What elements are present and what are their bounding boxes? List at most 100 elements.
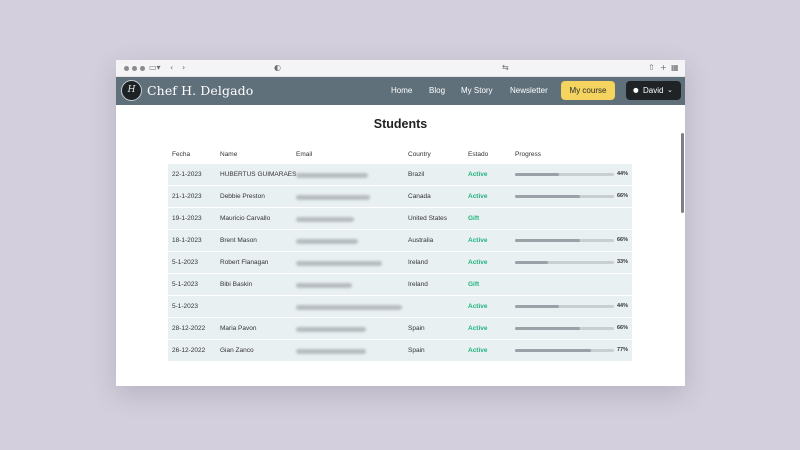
cell-email-redacted xyxy=(296,305,402,310)
cell-fecha: 18-1-2023 xyxy=(172,237,202,244)
chef-logo[interactable]: H xyxy=(121,80,142,101)
progress-bar xyxy=(515,261,614,264)
cell-country: Australia xyxy=(408,237,434,244)
header-country[interactable]: Country xyxy=(408,151,431,158)
cell-country: Ireland xyxy=(408,281,428,288)
cell-estado: Active xyxy=(468,171,488,178)
browser-toolbar: ▭▾ ‹ › ◐ ⇆ ⇧ + ▦ xyxy=(116,60,685,77)
cell-fecha: 5-1-2023 xyxy=(172,281,199,288)
chevron-down-icon: ⌄ xyxy=(667,86,673,94)
tab-overview-icon[interactable]: ▦ xyxy=(671,63,679,72)
header-email[interactable]: Email xyxy=(296,151,313,158)
brand-name[interactable]: Chef H. Delgado xyxy=(147,83,254,98)
cell-name: Robert Flanagan xyxy=(220,259,269,266)
cell-name: Brent Mason xyxy=(220,237,257,244)
progress-label: 44% xyxy=(617,171,629,177)
new-tab-icon[interactable]: + xyxy=(660,63,667,72)
privacy-icon[interactable]: ◐ xyxy=(274,63,281,72)
nav-blog[interactable]: Blog xyxy=(429,86,446,95)
window-controls[interactable] xyxy=(124,66,145,71)
progress-label: 44% xyxy=(617,303,629,309)
translate-icon[interactable]: ⇆ xyxy=(502,63,509,72)
progress-fill xyxy=(515,327,581,330)
cell-name: Maria Pavon xyxy=(220,325,257,332)
progress-fill xyxy=(515,261,548,264)
cell-estado: Active xyxy=(468,193,488,200)
header-estado[interactable]: Estado xyxy=(468,151,489,158)
header-progress[interactable]: Progress xyxy=(515,151,542,158)
progress-fill xyxy=(515,305,559,308)
browser-window: ▭▾ ‹ › ◐ ⇆ ⇧ + ▦ H Chef H. Delgado Home … xyxy=(116,60,685,386)
table-row[interactable]: 21-1-2023 Debbie Preston Canada Active 66% xyxy=(168,186,632,208)
progress-bar xyxy=(515,239,614,242)
progress-bar xyxy=(515,173,614,176)
progress-fill xyxy=(515,195,581,198)
table-row[interactable]: 5-1-2023 Bibi Baskin Ireland Gift xyxy=(168,274,632,296)
cell-estado: Active xyxy=(468,259,488,266)
table-body: 22-1-2023 HUBERTUS GUIMARAES Brazil Active 4… xyxy=(168,164,632,362)
table-row[interactable]: 22-1-2023 HUBERTUS GUIMARAES Brazil Active 4… xyxy=(168,164,632,186)
zoom-dot[interactable] xyxy=(140,66,145,71)
progress-bar xyxy=(515,349,614,352)
cell-country: Canada xyxy=(408,193,431,200)
cell-estado: Active xyxy=(468,347,488,354)
cell-fecha: 28-12-2022 xyxy=(172,325,206,332)
cell-country: Spain xyxy=(408,325,425,332)
cell-fecha: 21-1-2023 xyxy=(172,193,202,200)
progress-fill xyxy=(515,239,581,242)
cell-country: Brazil xyxy=(408,171,425,178)
cell-email-redacted xyxy=(296,327,366,332)
cell-fecha: 5-1-2023 xyxy=(172,303,199,310)
table-row[interactable]: 18-1-2023 Brent Mason Australia Active 66% xyxy=(168,230,632,252)
page-title: Students xyxy=(373,117,428,131)
cell-country: Ireland xyxy=(408,259,428,266)
cell-estado: Active xyxy=(468,237,488,244)
table-row[interactable]: 5-1-2023 Robert Flanagan Ireland Active 33% xyxy=(168,252,632,274)
user-icon: ● xyxy=(633,86,639,94)
minimize-dot[interactable] xyxy=(132,66,137,71)
back-icon[interactable]: ‹ xyxy=(170,63,174,72)
cell-fecha: 5-1-2023 xyxy=(172,259,199,266)
sidebar-icon[interactable]: ▭▾ xyxy=(149,63,161,72)
progress-bar xyxy=(515,195,614,198)
close-dot[interactable] xyxy=(124,66,129,71)
progress-label: 66% xyxy=(617,325,629,331)
cell-name: Mauricio Carvallo xyxy=(220,215,271,222)
cell-estado: Gift xyxy=(468,281,480,288)
table-row[interactable]: 19-1-2023 Mauricio Carvallo United States G… xyxy=(168,208,632,230)
nav-home[interactable]: Home xyxy=(391,86,413,95)
cell-name: Debbie Preston xyxy=(220,193,265,200)
page-scrollbar[interactable] xyxy=(681,133,684,213)
cell-email-redacted xyxy=(296,217,354,222)
cell-estado: Gift xyxy=(468,215,480,222)
site-header: H Chef H. Delgado Home Blog My Story New… xyxy=(116,77,685,105)
user-menu-button[interactable]: ● David ⌄ xyxy=(626,81,681,100)
share-icon[interactable]: ⇧ xyxy=(648,63,655,72)
nav-my-story[interactable]: My Story xyxy=(461,86,493,95)
user-name: David xyxy=(643,86,664,95)
cell-estado: Active xyxy=(468,325,488,332)
progress-label: 66% xyxy=(617,193,629,199)
my-course-button[interactable]: My course xyxy=(561,81,615,100)
progress-label: 66% xyxy=(617,237,629,243)
progress-label: 33% xyxy=(617,259,629,265)
header-fecha[interactable]: Fecha xyxy=(172,151,191,158)
progress-label: 77% xyxy=(617,347,629,353)
nav-newsletter[interactable]: Newsletter xyxy=(510,86,548,95)
table-row[interactable]: 26-12-2022 Gian Zanco Spain Active 77% xyxy=(168,340,632,362)
cell-name: HUBERTUS GUIMARAES xyxy=(220,171,297,178)
cell-country: Spain xyxy=(408,347,425,354)
cell-fecha: 26-12-2022 xyxy=(172,347,206,354)
header-name[interactable]: Name xyxy=(220,151,238,158)
table-row[interactable]: 5-1-2023 Active 44% xyxy=(168,296,632,318)
progress-bar xyxy=(515,305,614,308)
forward-icon[interactable]: › xyxy=(182,63,186,72)
students-table: Fecha Name Email Country Estado Progress… xyxy=(168,145,632,362)
cell-email-redacted xyxy=(296,283,352,288)
progress-fill xyxy=(515,349,592,352)
cell-email-redacted xyxy=(296,195,370,200)
table-header: Fecha Name Email Country Estado Progress xyxy=(168,145,632,164)
cell-estado: Active xyxy=(468,303,488,310)
progress-fill xyxy=(515,173,559,176)
table-row[interactable]: 28-12-2022 Maria Pavon Spain Active 66% xyxy=(168,318,632,340)
